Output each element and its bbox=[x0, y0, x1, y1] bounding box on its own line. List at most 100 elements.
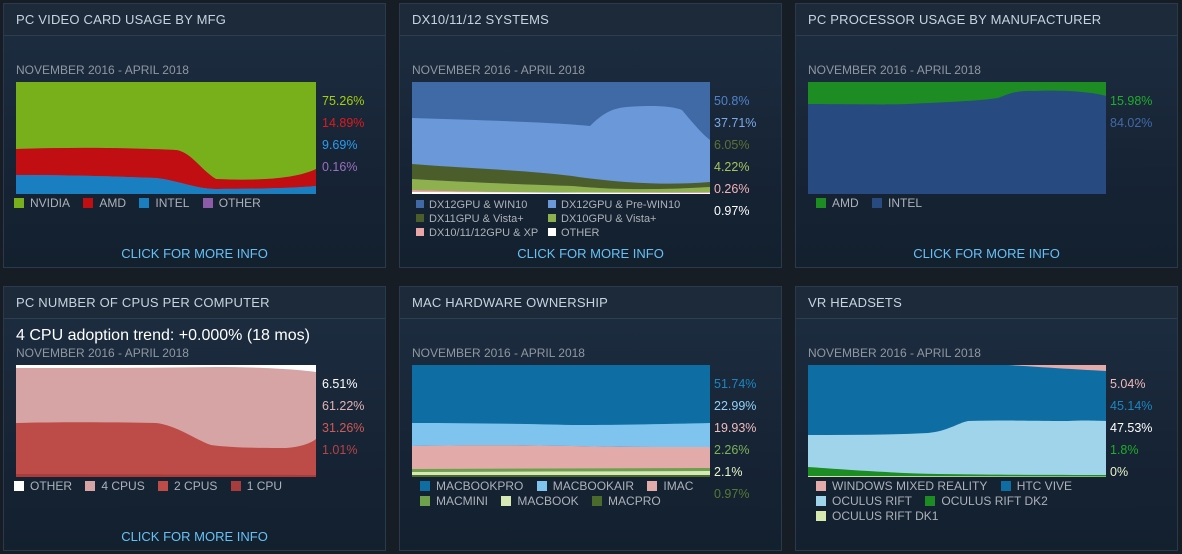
date-range: NOVEMBER 2016 - APRIL 2018 bbox=[808, 346, 981, 360]
panel-body: 4 CPU adoption trend: +0.000% (18 mos) N… bbox=[4, 319, 385, 550]
legend-swatch bbox=[416, 200, 424, 208]
legend-item: OTHER bbox=[202, 196, 261, 211]
series-macmini-area bbox=[412, 468, 710, 472]
series-imac-area bbox=[412, 445, 710, 469]
legend-swatch bbox=[548, 214, 556, 222]
legend-item: DX10GPU & Vista+ bbox=[548, 212, 656, 226]
more-info-link[interactable]: CLICK FOR MORE INFO bbox=[121, 246, 268, 261]
series-dx10-area bbox=[412, 179, 710, 193]
panel-cpus: PC NUMBER OF CPUS PER COMPUTER 4 CPU ado… bbox=[3, 286, 386, 551]
pct-oculus-rift: 47.53% bbox=[1110, 421, 1153, 435]
series-dx11-area bbox=[412, 164, 710, 190]
date-range: NOVEMBER 2016 - APRIL 2018 bbox=[16, 63, 189, 77]
pct-4cpus: 61.22% bbox=[322, 399, 365, 413]
legend-swatch bbox=[420, 481, 430, 491]
pct-macbook: 2.1% bbox=[714, 465, 743, 479]
pct-2cpus: 31.26% bbox=[322, 421, 365, 435]
latest-percentages: 75.26% 14.89% 9.69% 0.16% bbox=[322, 90, 364, 178]
panel-video-card: PC VIDEO CARD USAGE BY MFG NOVEMBER 2016… bbox=[3, 3, 386, 268]
legend-swatch bbox=[14, 198, 24, 208]
legend-swatch bbox=[816, 198, 826, 208]
pct-macpro: 0.97% bbox=[714, 487, 750, 501]
area-chart bbox=[16, 82, 316, 194]
pct-imac: 19.93% bbox=[714, 421, 757, 435]
series-macpro-area bbox=[412, 475, 710, 477]
legend-item: IMAC bbox=[647, 479, 693, 494]
panel-processor: PC PROCESSOR USAGE BY MANUFACTURER NOVEM… bbox=[795, 3, 1178, 268]
legend-swatch bbox=[416, 214, 424, 222]
latest-percentages: 5.04% 45.14% 47.53% 1.8% 0% bbox=[1110, 373, 1152, 483]
pct-dx12-win10: 50.8% bbox=[714, 94, 750, 108]
legend-item: MACBOOK bbox=[501, 494, 579, 509]
series-other-area bbox=[412, 192, 710, 194]
trend-text: 4 CPU adoption trend: +0.000% (18 mos) bbox=[16, 327, 310, 344]
more-info-link[interactable]: CLICK FOR MORE INFO bbox=[913, 246, 1060, 261]
legend-item: MACMINI bbox=[420, 494, 488, 509]
series-intel-area bbox=[808, 90, 1106, 194]
more-info-link[interactable]: CLICK FOR MORE INFO bbox=[121, 529, 268, 544]
legend-item: OTHER bbox=[548, 226, 600, 240]
legend-swatch bbox=[816, 481, 826, 491]
legend-swatch bbox=[1000, 481, 1011, 491]
legend-swatch bbox=[816, 511, 826, 521]
panel-mac-hardware: MAC HARDWARE OWNERSHIP NOVEMBER 2016 - A… bbox=[399, 286, 782, 551]
legend-item: AMD bbox=[83, 196, 126, 211]
legend-label: MACBOOKPRO bbox=[436, 479, 524, 493]
pct-amd: 15.98% bbox=[1110, 94, 1153, 108]
pct-intel: 84.02% bbox=[1110, 116, 1153, 130]
legend-item: 4 CPUS bbox=[85, 479, 145, 494]
legend-label: AMD bbox=[832, 196, 859, 210]
pct-1cpu: 1.01% bbox=[322, 443, 358, 457]
pct-dx10: 4.22% bbox=[714, 160, 750, 174]
legend-label: OTHER bbox=[561, 227, 600, 239]
legend-label: OTHER bbox=[218, 196, 261, 210]
latest-percentages: 6.51% 61.22% 31.26% 1.01% bbox=[322, 373, 364, 461]
legend-label: OCULUS RIFT bbox=[832, 494, 913, 508]
legend-item: MACBOOKPRO bbox=[420, 479, 523, 494]
panel-title: VR HEADSETS bbox=[796, 287, 1177, 319]
panel-body: NOVEMBER 2016 - APRIL 2018 50.8% 37.71% … bbox=[400, 36, 781, 267]
panel-title: PC PROCESSOR USAGE BY MANUFACTURER bbox=[796, 4, 1177, 36]
pct-intel: 9.69% bbox=[322, 138, 358, 152]
legend-item: WINDOWS MIXED REALITY bbox=[816, 479, 987, 494]
legend-label: MACBOOKAIR bbox=[552, 479, 635, 493]
series-1cpu-area bbox=[16, 474, 316, 477]
panel-body: NOVEMBER 2016 - APRIL 2018 5.04% 45.14% … bbox=[796, 319, 1177, 550]
date-range: NOVEMBER 2016 - APRIL 2018 bbox=[412, 63, 585, 77]
pct-other: 0.97% bbox=[714, 204, 750, 218]
legend-label: MACBOOK bbox=[517, 494, 579, 508]
series-2cpus-area bbox=[16, 422, 316, 477]
panel-body: NOVEMBER 2016 - APRIL 2018 15.98% 84.02%… bbox=[796, 36, 1177, 267]
series-oculus-rift-area bbox=[808, 420, 1106, 477]
pct-other: 0.16% bbox=[322, 160, 358, 174]
legend-label: 2 CPUS bbox=[174, 479, 218, 493]
legend-label: 4 CPUS bbox=[101, 479, 145, 493]
legend-item: MACBOOKAIR bbox=[536, 479, 635, 494]
more-info-link[interactable]: CLICK FOR MORE INFO bbox=[517, 246, 664, 261]
legend-item: 2 CPUS bbox=[158, 479, 217, 494]
legend-item: HTC VIVE bbox=[1000, 479, 1073, 494]
legend-swatch bbox=[85, 481, 96, 491]
pct-nvidia: 75.26% bbox=[322, 94, 365, 108]
series-macbook-area bbox=[412, 471, 710, 475]
legend: AMD INTEL bbox=[816, 196, 1116, 211]
panel-body: NOVEMBER 2016 - APRIL 2018 75.26% 14.89%… bbox=[4, 36, 385, 267]
legend: WINDOWS MIXED REALITY HTC VIVE OCULUS RI… bbox=[816, 479, 1116, 524]
legend-label: NVIDIA bbox=[30, 196, 71, 210]
legend-item: OCULUS RIFT DK2 bbox=[925, 494, 1048, 509]
series-oculus-dk1-area bbox=[808, 476, 1106, 477]
legend: OTHER 4 CPUS 2 CPUS 1 CPU bbox=[14, 479, 314, 494]
legend-label: DX11GPU & Vista+ bbox=[429, 213, 524, 225]
pct-dx12-prewin10: 37.71% bbox=[714, 116, 757, 130]
legend-label: HTC VIVE bbox=[1016, 479, 1073, 493]
legend: DX12GPU & WIN10 DX12GPU & Pre-WIN10 DX11G… bbox=[416, 198, 706, 240]
pct-dx11: 6.05% bbox=[714, 138, 750, 152]
legend-label: INTEL bbox=[155, 196, 190, 210]
pct-oculus-dk2: 1.8% bbox=[1110, 443, 1139, 457]
pct-macbookair: 22.99% bbox=[714, 399, 757, 413]
pct-xp: 0.26% bbox=[714, 182, 750, 196]
legend-item: NVIDIA bbox=[14, 196, 70, 211]
latest-percentages: 15.98% 84.02% bbox=[1110, 90, 1152, 134]
legend-swatch bbox=[548, 200, 556, 208]
legend-swatch bbox=[872, 198, 883, 208]
